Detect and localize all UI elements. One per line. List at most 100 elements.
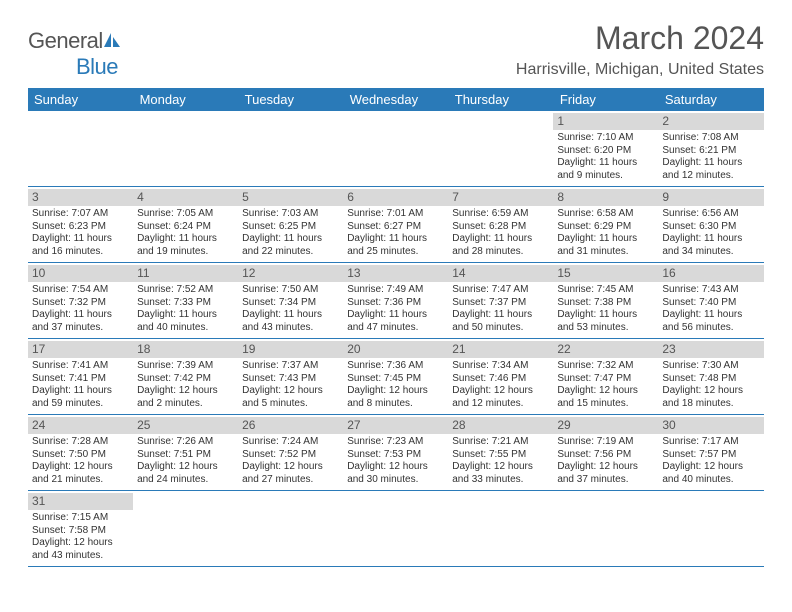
cell-daylight1: Daylight: 11 hours — [662, 233, 759, 246]
cell-daylight1: Daylight: 12 hours — [32, 537, 129, 550]
cell-daylight1: Daylight: 12 hours — [242, 461, 339, 474]
cell-daylight1: Daylight: 12 hours — [662, 385, 759, 398]
logo-text-blue: Blue — [76, 54, 118, 79]
cell-daylight1: Daylight: 12 hours — [557, 461, 654, 474]
cell-sunrise: Sunrise: 7:23 AM — [347, 436, 444, 449]
day-number: 20 — [343, 341, 448, 358]
calendar-row: 1Sunrise: 7:10 AMSunset: 6:20 PMDaylight… — [28, 111, 764, 187]
cell-daylight2: and 40 minutes. — [137, 322, 234, 335]
calendar-row: 17Sunrise: 7:41 AMSunset: 7:41 PMDayligh… — [28, 339, 764, 415]
cell-sunset: Sunset: 6:20 PM — [557, 145, 654, 158]
cell-sunset: Sunset: 7:43 PM — [242, 373, 339, 386]
calendar-cell — [343, 111, 448, 187]
cell-daylight1: Daylight: 11 hours — [452, 309, 549, 322]
cell-daylight1: Daylight: 11 hours — [347, 233, 444, 246]
cell-daylight2: and 9 minutes. — [557, 170, 654, 183]
calendar-cell — [238, 111, 343, 187]
calendar-cell: 5Sunrise: 7:03 AMSunset: 6:25 PMDaylight… — [238, 187, 343, 263]
cell-sunset: Sunset: 7:38 PM — [557, 297, 654, 310]
cell-daylight2: and 24 minutes. — [137, 474, 234, 487]
calendar-cell — [343, 491, 448, 567]
cell-daylight1: Daylight: 11 hours — [557, 157, 654, 170]
cell-sunset: Sunset: 7:48 PM — [662, 373, 759, 386]
cell-sunrise: Sunrise: 6:56 AM — [662, 208, 759, 221]
cell-sunrise: Sunrise: 7:43 AM — [662, 284, 759, 297]
cell-sunrise: Sunrise: 7:49 AM — [347, 284, 444, 297]
calendar-cell: 10Sunrise: 7:54 AMSunset: 7:32 PMDayligh… — [28, 263, 133, 339]
calendar-cell — [553, 491, 658, 567]
cell-daylight2: and 27 minutes. — [242, 474, 339, 487]
calendar-cell — [448, 491, 553, 567]
day-number: 24 — [28, 417, 133, 434]
cell-daylight2: and 33 minutes. — [452, 474, 549, 487]
header: GeneralBlue March 2024 Harrisville, Mich… — [28, 20, 764, 80]
cell-sunset: Sunset: 7:56 PM — [557, 449, 654, 462]
calendar-body: 1Sunrise: 7:10 AMSunset: 6:20 PMDaylight… — [28, 111, 764, 567]
calendar-row: 10Sunrise: 7:54 AMSunset: 7:32 PMDayligh… — [28, 263, 764, 339]
cell-daylight1: Daylight: 11 hours — [662, 309, 759, 322]
day-number: 23 — [658, 341, 763, 358]
cell-daylight2: and 19 minutes. — [137, 246, 234, 259]
cell-sunrise: Sunrise: 7:24 AM — [242, 436, 339, 449]
cell-sunset: Sunset: 6:21 PM — [662, 145, 759, 158]
calendar-cell: 24Sunrise: 7:28 AMSunset: 7:50 PMDayligh… — [28, 415, 133, 491]
weekday-header: Monday — [133, 88, 238, 111]
day-number: 11 — [133, 265, 238, 282]
calendar-cell: 22Sunrise: 7:32 AMSunset: 7:47 PMDayligh… — [553, 339, 658, 415]
cell-sunset: Sunset: 7:52 PM — [242, 449, 339, 462]
cell-sunset: Sunset: 7:45 PM — [347, 373, 444, 386]
cell-daylight1: Daylight: 11 hours — [32, 309, 129, 322]
cell-sunrise: Sunrise: 7:19 AM — [557, 436, 654, 449]
calendar-cell: 4Sunrise: 7:05 AMSunset: 6:24 PMDaylight… — [133, 187, 238, 263]
cell-daylight1: Daylight: 12 hours — [662, 461, 759, 474]
cell-sunset: Sunset: 6:25 PM — [242, 221, 339, 234]
weekday-header: Thursday — [448, 88, 553, 111]
cell-sunrise: Sunrise: 6:59 AM — [452, 208, 549, 221]
calendar-cell: 28Sunrise: 7:21 AMSunset: 7:55 PMDayligh… — [448, 415, 553, 491]
cell-sunrise: Sunrise: 7:52 AM — [137, 284, 234, 297]
day-number: 21 — [448, 341, 553, 358]
day-number: 31 — [28, 493, 133, 510]
calendar-cell: 17Sunrise: 7:41 AMSunset: 7:41 PMDayligh… — [28, 339, 133, 415]
cell-daylight2: and 15 minutes. — [557, 398, 654, 411]
cell-sunset: Sunset: 7:46 PM — [452, 373, 549, 386]
day-number: 22 — [553, 341, 658, 358]
cell-sunset: Sunset: 7:50 PM — [32, 449, 129, 462]
cell-daylight1: Daylight: 12 hours — [347, 461, 444, 474]
calendar-cell: 7Sunrise: 6:59 AMSunset: 6:28 PMDaylight… — [448, 187, 553, 263]
cell-sunset: Sunset: 7:58 PM — [32, 525, 129, 538]
day-number: 30 — [658, 417, 763, 434]
day-number: 15 — [553, 265, 658, 282]
day-number: 3 — [28, 189, 133, 206]
calendar-cell — [448, 111, 553, 187]
cell-sunset: Sunset: 6:24 PM — [137, 221, 234, 234]
cell-daylight1: Daylight: 12 hours — [137, 385, 234, 398]
cell-daylight1: Daylight: 11 hours — [137, 233, 234, 246]
calendar-cell: 3Sunrise: 7:07 AMSunset: 6:23 PMDaylight… — [28, 187, 133, 263]
calendar-cell — [28, 111, 133, 187]
calendar-cell: 2Sunrise: 7:08 AMSunset: 6:21 PMDaylight… — [658, 111, 763, 187]
day-number: 2 — [658, 113, 763, 130]
cell-sunrise: Sunrise: 7:32 AM — [557, 360, 654, 373]
logo-text-general: General — [28, 28, 103, 53]
cell-daylight1: Daylight: 11 hours — [557, 309, 654, 322]
cell-sunset: Sunset: 7:57 PM — [662, 449, 759, 462]
calendar-table: SundayMondayTuesdayWednesdayThursdayFrid… — [28, 88, 764, 567]
weekday-header: Sunday — [28, 88, 133, 111]
cell-daylight1: Daylight: 11 hours — [32, 233, 129, 246]
cell-daylight2: and 37 minutes. — [557, 474, 654, 487]
cell-daylight2: and 50 minutes. — [452, 322, 549, 335]
cell-sunset: Sunset: 6:29 PM — [557, 221, 654, 234]
calendar-cell: 26Sunrise: 7:24 AMSunset: 7:52 PMDayligh… — [238, 415, 343, 491]
cell-sunrise: Sunrise: 7:05 AM — [137, 208, 234, 221]
cell-daylight2: and 56 minutes. — [662, 322, 759, 335]
cell-sunrise: Sunrise: 7:50 AM — [242, 284, 339, 297]
cell-sunrise: Sunrise: 7:54 AM — [32, 284, 129, 297]
cell-sunset: Sunset: 7:41 PM — [32, 373, 129, 386]
logo-text: GeneralBlue — [28, 28, 121, 80]
cell-daylight2: and 31 minutes. — [557, 246, 654, 259]
calendar-cell: 13Sunrise: 7:49 AMSunset: 7:36 PMDayligh… — [343, 263, 448, 339]
day-number: 14 — [448, 265, 553, 282]
calendar-cell: 30Sunrise: 7:17 AMSunset: 7:57 PMDayligh… — [658, 415, 763, 491]
cell-sunrise: Sunrise: 7:08 AM — [662, 132, 759, 145]
